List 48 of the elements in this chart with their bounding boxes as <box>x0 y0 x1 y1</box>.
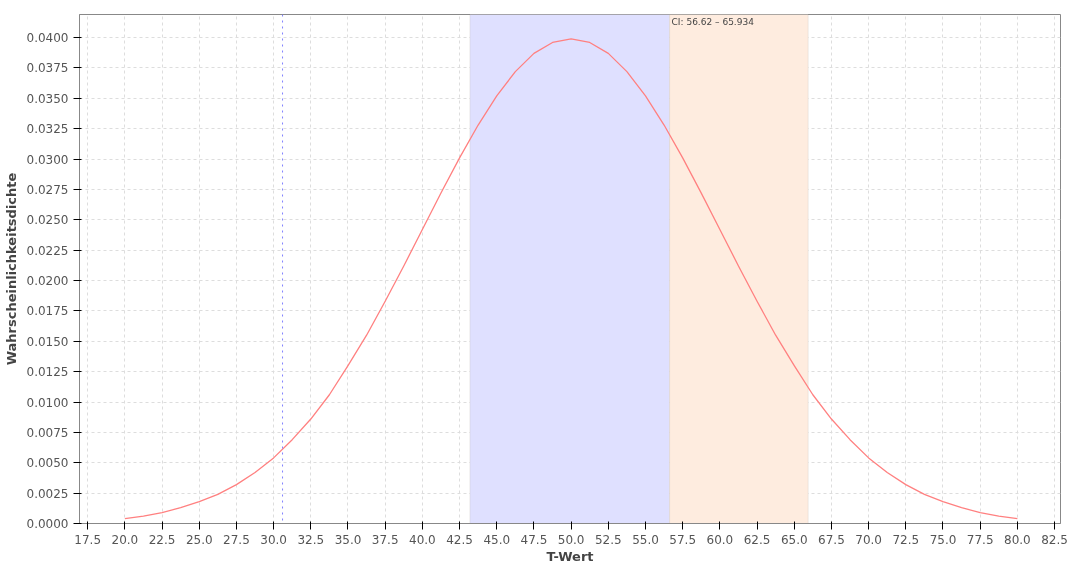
y-tick-label: 0.0075 <box>26 425 69 440</box>
y-tick-label: 0.0050 <box>26 456 69 471</box>
y-axis-title: Wahrscheinlichkeitsdichte <box>3 172 19 366</box>
y-tick-label: 0.0400 <box>26 31 69 46</box>
x-tick-label: 60.0 <box>706 532 734 547</box>
x-tick-label: 72.5 <box>892 532 920 547</box>
x-tick-label: 30.0 <box>260 532 287 547</box>
x-tick-label: 80.0 <box>1004 532 1031 547</box>
x-tick-label: 40.0 <box>409 532 436 547</box>
x-axis-title: T-Wert <box>546 548 594 564</box>
x-tick-label: 52.5 <box>594 532 622 547</box>
y-tick-label: 0.0300 <box>26 152 69 167</box>
x-tick-label: 35.0 <box>334 532 362 547</box>
y-tick-label: 0.0350 <box>26 91 69 106</box>
x-tick-label: 20.0 <box>111 532 139 547</box>
x-tick-label: 37.5 <box>371 532 399 547</box>
y-tick-label: 0.0150 <box>26 334 69 349</box>
y-tick-label: 0.0175 <box>26 304 69 319</box>
x-tick-label: 55.0 <box>632 532 659 547</box>
y-tick-label: 0.0125 <box>26 365 69 380</box>
x-tick-label: 45.0 <box>483 532 511 547</box>
x-tick-label: 27.5 <box>223 532 250 547</box>
x-tick-label: 75.0 <box>929 532 957 547</box>
y-tick-label: 0.0250 <box>26 213 69 228</box>
y-tick-label: 0.0025 <box>26 486 69 501</box>
x-tick-label: 50.0 <box>557 532 585 547</box>
x-tick-label: 77.5 <box>966 532 994 547</box>
y-tick-label: 0.0225 <box>26 243 69 258</box>
x-tick-label: 47.5 <box>520 532 548 547</box>
y-tick-label: 0.0325 <box>26 122 69 137</box>
x-tick-label: 42.5 <box>446 532 473 547</box>
y-tick-label: 0.0375 <box>26 61 69 76</box>
x-tick-label: 82.5 <box>1041 532 1068 547</box>
line-series <box>124 38 1019 520</box>
x-tick-label: 57.5 <box>669 532 697 547</box>
y-tick-label: 0.0100 <box>26 395 69 410</box>
band-label: CI: 56.62 – 65.934 <box>671 16 755 27</box>
x-tick-label: 25.0 <box>185 532 213 547</box>
x-tick-label: 22.5 <box>148 532 176 547</box>
x-tick-label: 32.5 <box>297 532 325 547</box>
x-tick-label: 65.0 <box>780 532 808 547</box>
x-tick-label: 62.5 <box>743 532 771 547</box>
x-tick-label: 67.5 <box>818 532 845 547</box>
x-tick-label: 70.0 <box>855 532 882 547</box>
y-tick-label: 0.0275 <box>26 182 69 197</box>
y-tick-label: 0.0000 <box>26 517 69 531</box>
y-tick-label: 0.0200 <box>26 274 69 289</box>
x-tick-label: 17.5 <box>74 532 102 547</box>
